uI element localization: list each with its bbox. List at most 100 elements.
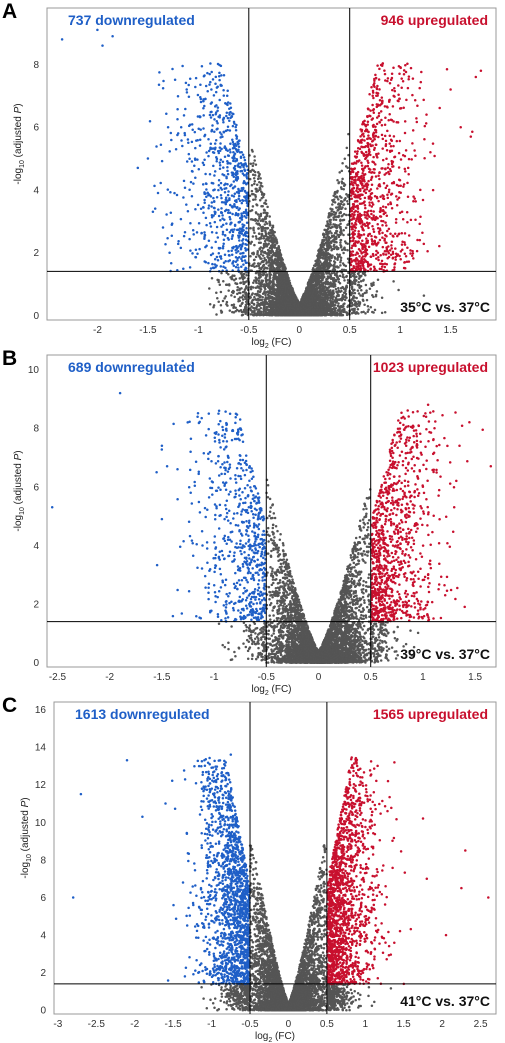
point-not-significant <box>279 280 282 283</box>
point-not-significant <box>258 172 261 176</box>
point-not-significant <box>321 282 324 285</box>
point-not-significant <box>327 252 331 256</box>
point-not-significant <box>258 313 261 317</box>
point-not-significant <box>239 281 243 284</box>
point-not-significant <box>346 249 349 252</box>
point-not-significant <box>366 304 370 308</box>
point-not-significant <box>254 307 258 310</box>
point-not-significant <box>262 263 266 267</box>
point-not-significant <box>341 162 344 165</box>
point-not-significant <box>281 277 284 280</box>
point-not-significant <box>422 294 426 297</box>
point-not-significant <box>319 299 323 303</box>
point-not-significant <box>359 294 362 297</box>
point-not-significant <box>270 226 274 229</box>
point-not-significant <box>340 230 343 234</box>
point-not-significant <box>342 203 346 206</box>
point-not-significant <box>327 294 330 297</box>
point-not-significant <box>238 277 242 280</box>
point-not-significant <box>252 298 255 302</box>
point-not-significant <box>271 296 275 300</box>
point-not-significant <box>264 230 267 234</box>
point-not-significant <box>325 300 329 304</box>
point-not-significant <box>225 300 229 304</box>
point-not-significant <box>334 212 337 216</box>
point-not-significant <box>326 224 329 228</box>
point-not-significant <box>335 229 339 233</box>
point-not-significant <box>353 282 357 286</box>
point-not-significant <box>265 214 269 217</box>
point-not-significant <box>312 266 315 270</box>
point-not-significant <box>364 312 367 315</box>
point-not-significant <box>272 262 275 265</box>
point-not-significant <box>258 276 261 280</box>
point-not-significant <box>375 290 379 293</box>
point-not-significant <box>341 275 345 278</box>
point-not-significant <box>356 283 360 287</box>
point-not-significant <box>311 308 314 311</box>
point-not-significant <box>263 239 267 243</box>
point-not-significant <box>314 281 318 284</box>
point-not-significant <box>331 297 334 301</box>
point-not-significant <box>392 280 395 283</box>
point-not-significant <box>339 261 342 264</box>
point-not-significant <box>315 300 318 304</box>
point-not-significant <box>286 309 290 313</box>
point-not-significant <box>217 280 220 284</box>
point-not-significant <box>253 179 257 183</box>
point-not-significant <box>271 264 275 268</box>
point-not-significant <box>255 188 258 192</box>
point-not-significant <box>275 260 279 264</box>
point-not-significant <box>343 298 347 302</box>
point-not-significant <box>291 290 295 294</box>
point-not-significant <box>314 271 317 275</box>
point-not-significant <box>332 271 336 275</box>
point-not-significant <box>217 300 220 303</box>
point-not-significant <box>317 291 321 294</box>
point-not-significant <box>256 297 260 301</box>
point-not-significant <box>320 291 323 294</box>
point-not-significant <box>338 171 341 174</box>
point-not-significant <box>254 211 258 214</box>
point-not-significant <box>329 226 332 230</box>
point-not-significant <box>332 210 336 214</box>
point-not-significant <box>337 302 340 305</box>
point-not-significant <box>327 266 330 269</box>
point-not-significant <box>267 237 271 240</box>
point-not-significant <box>257 237 261 241</box>
point-not-significant <box>243 280 247 284</box>
point-not-significant <box>241 290 245 294</box>
point-not-significant <box>337 304 340 308</box>
point-not-significant <box>339 244 343 248</box>
point-not-significant <box>251 164 255 168</box>
point-not-significant <box>215 291 218 294</box>
point-not-significant <box>251 173 255 177</box>
point-not-significant <box>234 282 237 285</box>
point-not-significant <box>277 308 280 311</box>
point-not-significant <box>361 279 365 282</box>
point-not-significant <box>272 231 276 234</box>
point-not-significant <box>291 286 294 290</box>
point-not-significant <box>322 232 325 235</box>
point-not-significant <box>327 290 331 294</box>
point-not-significant <box>250 189 254 193</box>
point-not-significant <box>338 274 342 278</box>
point-not-significant <box>362 310 365 314</box>
point-not-significant <box>260 298 263 302</box>
point-not-significant <box>343 310 346 314</box>
point-not-significant <box>357 292 361 295</box>
point-not-significant <box>224 283 228 286</box>
point-not-significant <box>297 303 300 307</box>
point-not-significant <box>333 304 336 307</box>
point-not-significant <box>280 292 283 296</box>
point-not-significant <box>342 303 345 306</box>
point-not-significant <box>268 286 271 290</box>
point-not-significant <box>267 251 271 255</box>
point-not-significant <box>374 295 378 298</box>
point-not-significant <box>258 188 261 192</box>
point-not-significant <box>320 303 323 306</box>
point-not-significant <box>259 177 262 180</box>
point-not-significant <box>337 198 340 201</box>
point-not-significant <box>353 291 357 295</box>
point-not-significant <box>327 232 330 235</box>
